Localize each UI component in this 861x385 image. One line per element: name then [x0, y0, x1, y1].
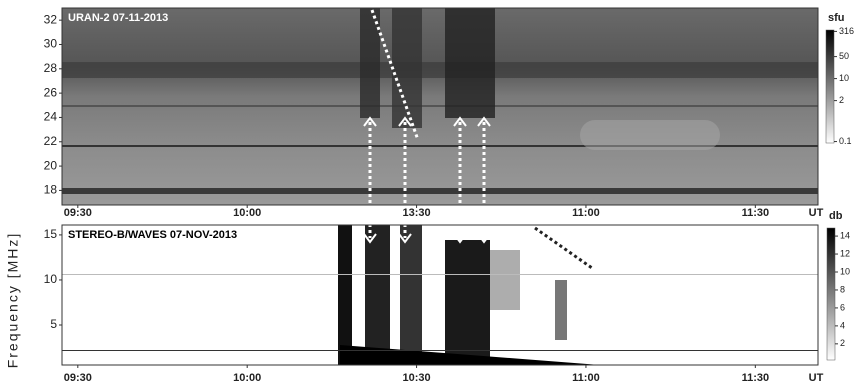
y-tick-label: 18 — [44, 183, 58, 197]
burst-arrows — [368, 122, 486, 238]
arrow-heads — [363, 116, 491, 244]
y-tick-label: 5 — [50, 317, 57, 331]
colorbar — [825, 29, 835, 144]
x-tick-label: 09:30 — [64, 372, 92, 384]
x-axis-label: UT — [809, 207, 824, 219]
chart-title: STEREO-B/WAVES 07-NOV-2013 — [68, 229, 237, 241]
colorbar — [826, 227, 836, 361]
x-tick-label: 10:00 — [233, 207, 261, 219]
y-tick-label: 10 — [44, 272, 58, 286]
y-axis-label: Frequency [MHz] — [5, 232, 21, 369]
x-tick-label: 13:30 — [402, 207, 430, 219]
x-tick-label: 11:00 — [572, 372, 600, 384]
frame — [61, 7, 819, 206]
x-tick-label: 10:00 — [233, 372, 261, 384]
x-axis-label: UT — [809, 372, 824, 384]
colorbar-tick-label: 10 — [840, 266, 850, 276]
x-tick-label: 10:30 — [402, 372, 430, 384]
colorbar-tick-label: 2 — [839, 95, 844, 105]
y-tick-label: 28 — [44, 61, 58, 75]
colorbar-tick-label: 14 — [840, 230, 850, 240]
y-tick-label: 20 — [44, 158, 58, 172]
y-tick-label: 32 — [44, 12, 58, 26]
x-tick-label: 11:30 — [742, 207, 770, 219]
stereo-spectrum — [62, 225, 818, 365]
colorbar-tick-label: 12 — [840, 248, 850, 258]
frame — [61, 224, 819, 366]
colorbar-tick-label: 0.1 — [839, 136, 852, 146]
y-tick-label: 24 — [44, 110, 58, 124]
colorbar-label: sfu — [828, 12, 845, 24]
colorbar-tick-label: 8 — [840, 284, 845, 294]
colorbar-tick-label: 316 — [839, 26, 854, 36]
colorbar-label: db — [829, 210, 843, 222]
x-tick-label: 11:00 — [572, 207, 600, 219]
x-tick-label: 11:30 — [742, 372, 770, 384]
colorbar-tick-label: 50 — [839, 51, 849, 61]
chart-title: URAN-2 07-11-2013 — [68, 12, 168, 24]
colorbar-tick-label: 4 — [840, 320, 845, 330]
colorbar-tick-label: 6 — [840, 302, 845, 312]
colorbar-tick-label: 10 — [839, 73, 849, 83]
y-tick-label: 30 — [44, 37, 58, 51]
y-tick-label: 26 — [44, 85, 58, 99]
uran-spectrum — [62, 8, 818, 205]
y-tick-label: 15 — [44, 227, 58, 241]
colorbar-tick-label: 2 — [840, 338, 845, 348]
x-tick-label: 09:30 — [64, 207, 92, 219]
y-tick-label: 22 — [44, 134, 58, 148]
